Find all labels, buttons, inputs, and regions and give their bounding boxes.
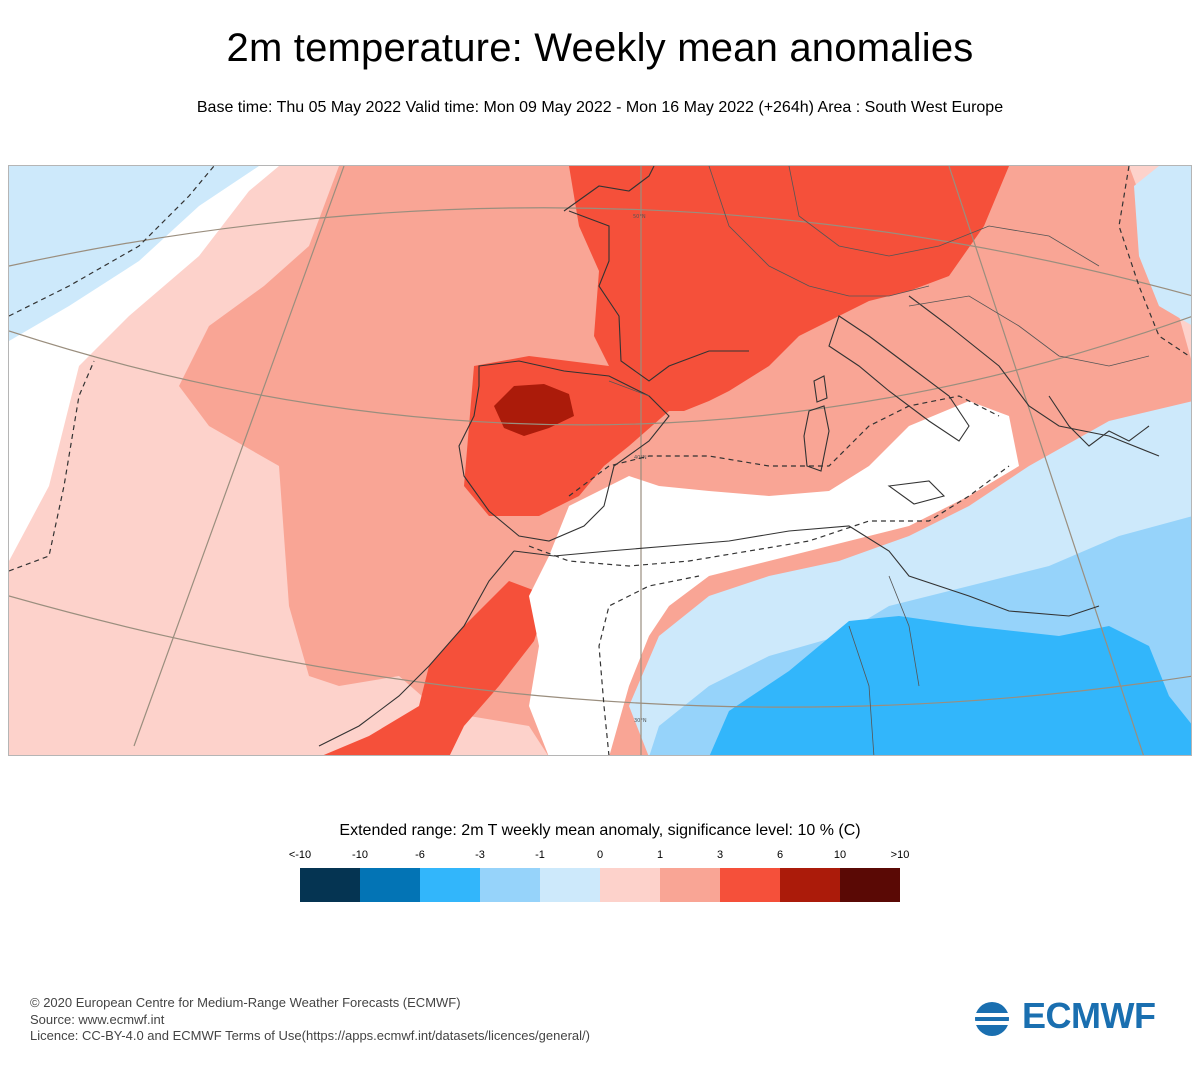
coastline-north-africa: [513, 525, 1100, 617]
border-france-spain: [608, 380, 650, 397]
legend-swatch: [600, 868, 660, 902]
coastlines: [318, 166, 1160, 747]
significance-contours: [9, 166, 1190, 755]
legend-swatch: [420, 868, 480, 902]
graticule: [9, 166, 1191, 755]
longitude-line-3: [948, 166, 1144, 755]
light-blue-zone-east: [1134, 166, 1191, 325]
footer: © 2020 European Centre for Medium-Range …: [30, 995, 590, 1045]
legend-swatch: [780, 868, 840, 902]
legend-swatch: [720, 868, 780, 902]
legend-swatch: [360, 868, 420, 902]
source-text: Source: www.ecmwf.int: [30, 1011, 165, 1027]
coastline-uk: [563, 166, 655, 212]
legend-swatch: [540, 868, 600, 902]
contour-med-south: [528, 465, 1010, 567]
legend-tick-label: 0: [596, 849, 604, 861]
coastline-greece: [1048, 395, 1150, 447]
light-blue-zone-northwest: [9, 166, 149, 206]
coastline-balkans: [908, 295, 1160, 457]
white-zone-mediterranean: [529, 401, 1019, 755]
strong-blue-zone-libya: [709, 616, 1191, 755]
border-eastern-europe: [788, 166, 1100, 267]
coastline-sardinia: [803, 405, 830, 472]
red-orange-zone-morocco: [323, 581, 549, 755]
ecmwf-logo-text: ECMWF: [1022, 995, 1156, 1036]
coastline-iberia: [458, 360, 670, 542]
chart-title: 2m temperature: Weekly mean anomalies: [226, 26, 974, 70]
legend-tick-label: -1: [535, 849, 545, 861]
legend-swatch: [480, 868, 540, 902]
coastline-italy: [828, 315, 970, 442]
copyright-text: © 2020 European Centre for Medium-Range …: [30, 995, 461, 1010]
coastline-corsica: [813, 375, 828, 403]
country-borders: [608, 166, 1150, 755]
licence-text: Licence: CC-BY-4.0 and ECMWF Terms of Us…: [30, 1028, 590, 1043]
anomaly-map: 50°N 40°N 30°N: [8, 165, 1192, 756]
latitude-line-30: [9, 595, 1191, 708]
coastline-france: [568, 210, 749, 382]
contour-atlantic-west: [9, 166, 215, 317]
chart-subtitle: Base time: Thu 05 May 2022 Valid time: M…: [196, 99, 1004, 116]
contour-east: [1118, 166, 1190, 357]
ecmwf-logo: ECMWF: [970, 995, 1175, 1042]
legend-tick-label: -10: [352, 849, 368, 861]
border-tunisia-libya: [888, 575, 920, 687]
legend-swatch: [660, 868, 720, 902]
legend-tick-label: 3: [716, 849, 724, 861]
contour-atlantic-south: [9, 360, 95, 572]
legend-tick-label: -6: [415, 849, 425, 861]
border-algeria-libya: [848, 625, 875, 755]
legend-tick-label: 6: [776, 849, 784, 861]
legend-tick-label: <-10: [288, 849, 312, 861]
legend-tick-label: >10: [890, 849, 910, 861]
border-balkans: [908, 295, 1150, 367]
lat-label-30: 30°N: [634, 718, 647, 724]
coastline-morocco: [318, 550, 515, 747]
lat-label-50: 50°N: [633, 214, 646, 220]
legend-swatch: [300, 868, 360, 902]
legend-swatch: [840, 868, 900, 902]
red-orange-zone-france: [569, 166, 1009, 411]
contour-iberia-east: [568, 395, 1000, 497]
legend-tick-label: 10: [833, 849, 847, 861]
border-central-europe: [708, 166, 930, 297]
latitude-line-40: [9, 316, 1191, 426]
legend-title: Extended range: 2m T weekly mean anomaly…: [339, 822, 861, 839]
longitude-line-1: [133, 166, 345, 747]
legend-tick-label: 1: [656, 849, 664, 861]
legend-tick-label: -3: [475, 849, 485, 861]
coastline-sicily: [887, 480, 946, 505]
ecmwf-logo-icon: [970, 1002, 1010, 1036]
latitude-line-50: [9, 207, 1191, 297]
